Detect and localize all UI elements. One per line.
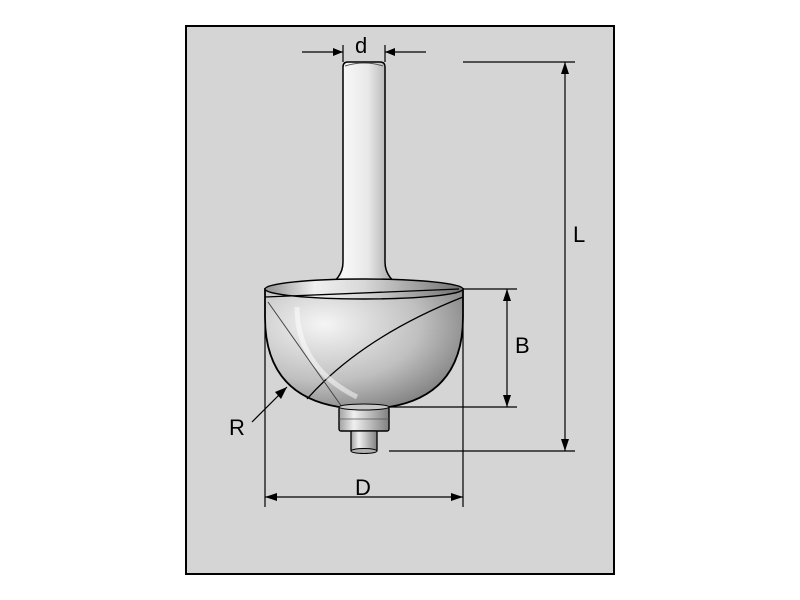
label-d: d [355,33,367,59]
router-bit-drawing [187,27,613,573]
dim-R [252,387,287,422]
diagram-frame: d L B R D [185,25,615,575]
label-L: L [573,222,585,248]
label-D: D [355,475,371,501]
label-R: R [229,415,245,441]
bearing-top [339,404,389,410]
cutter-body [265,289,463,407]
label-B: B [515,333,530,359]
shank [323,62,405,289]
tip-bottom [351,449,377,454]
